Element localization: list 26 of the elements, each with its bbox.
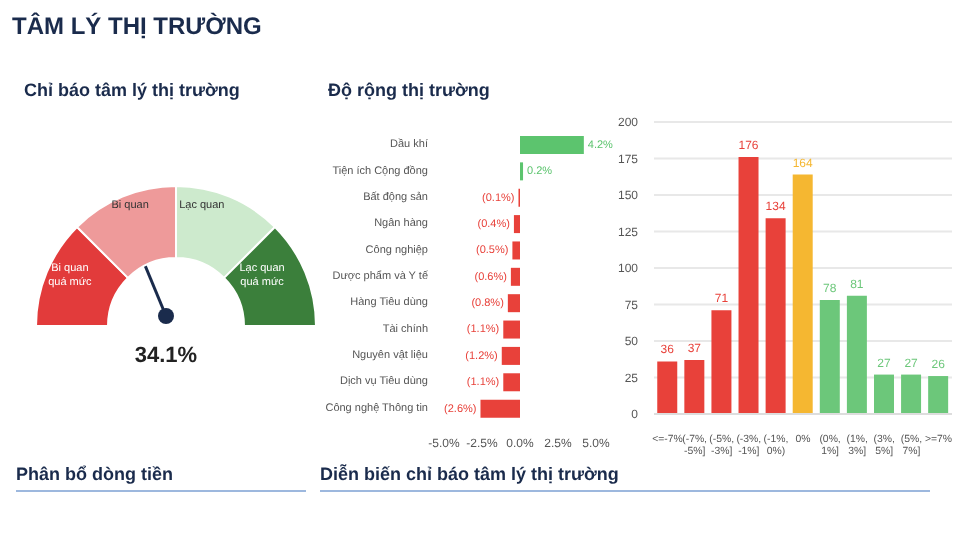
bar [792,174,813,414]
bar [901,374,922,414]
text: Diễn biến chỉ báo tâm lý thị trường [320,464,930,492]
bar [510,267,520,286]
bar [520,136,584,154]
bar [846,295,867,414]
bar [657,361,678,414]
text: 34.1% [132,344,200,368]
bar [507,294,520,313]
text: TÂM LÝ THỊ TRƯỜNG [12,12,264,44]
chart-title: Chỉ báo tâm lý thị trường [24,80,240,104]
bar [501,346,520,365]
bar [928,376,949,414]
bar [513,215,520,234]
text: Phân bổ dòng tiền [16,464,306,492]
bar [503,373,520,392]
bar [711,310,732,414]
bar [765,218,786,414]
bar [738,157,759,414]
bar [512,241,520,260]
bar [819,300,840,414]
bar [480,399,520,418]
chart-title: Độ rộng thị trường [328,80,490,104]
bar [684,359,705,414]
bar [503,320,520,339]
bar [873,374,894,414]
